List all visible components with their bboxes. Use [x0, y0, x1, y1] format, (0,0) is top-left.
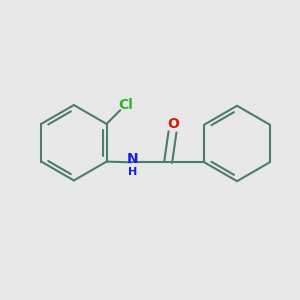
Text: Cl: Cl	[118, 98, 133, 112]
Text: O: O	[167, 117, 179, 131]
Text: H: H	[128, 167, 137, 177]
Text: N: N	[127, 152, 138, 166]
